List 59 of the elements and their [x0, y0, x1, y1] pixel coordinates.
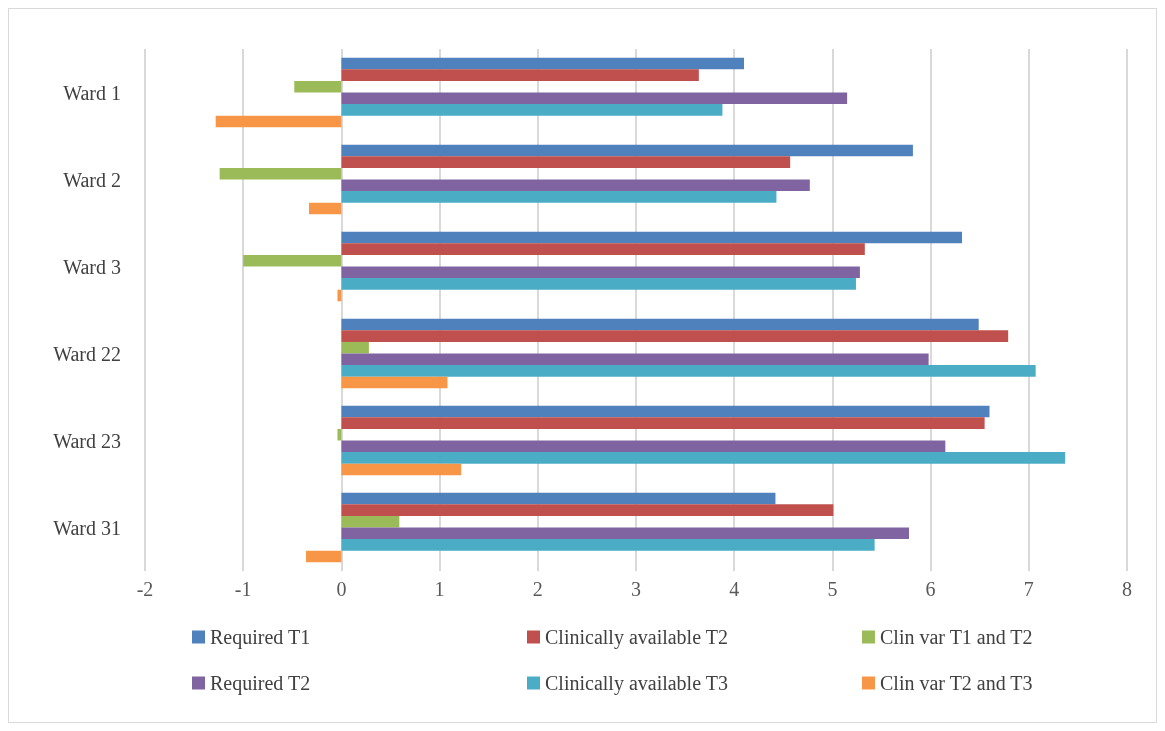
legend-label: Clin var T2 and T3 — [880, 672, 1033, 694]
y-tick-label: Ward 2 — [63, 168, 121, 191]
bar — [341, 515, 400, 528]
bar — [341, 69, 699, 81]
x-tick-label: 4 — [729, 578, 740, 600]
y-tick-label: Ward 3 — [63, 255, 121, 278]
bar — [341, 440, 946, 453]
x-tick-label: -1 — [234, 578, 252, 600]
bar — [341, 353, 929, 366]
bar — [243, 254, 342, 267]
bar — [308, 202, 342, 215]
legend-label: Required T2 — [210, 672, 311, 695]
x-tick-label: 2 — [532, 578, 543, 600]
bar — [341, 376, 448, 389]
legend-label: Clinically available T3 — [545, 672, 728, 695]
bar — [341, 365, 1036, 377]
bar — [341, 504, 834, 516]
legend-label: Clin var T1 and T2 — [880, 626, 1033, 648]
bar — [341, 104, 723, 116]
bar — [341, 527, 909, 540]
bar — [215, 115, 342, 128]
bar — [306, 550, 342, 563]
x-tick-label: 8 — [1122, 578, 1132, 600]
y-tick-label: Ward 31 — [53, 516, 121, 539]
legend-label: Required T1 — [210, 626, 311, 649]
bar — [341, 492, 776, 505]
y-tick-label: Ward 1 — [63, 81, 121, 104]
bar — [341, 341, 369, 354]
bar — [341, 452, 1066, 464]
bar — [341, 330, 1009, 342]
bar — [337, 289, 342, 302]
x-tick-label: 3 — [631, 578, 641, 600]
bar — [337, 428, 342, 441]
bar — [341, 57, 745, 70]
x-tick-label: 0 — [336, 578, 347, 600]
bar — [341, 92, 848, 105]
legend-label: Clinically available T2 — [545, 626, 728, 649]
y-tick-label: Ward 22 — [53, 342, 121, 365]
bar — [341, 278, 856, 290]
bar — [341, 266, 860, 279]
bar — [341, 191, 777, 203]
bar — [341, 144, 913, 157]
x-tick-label: 7 — [1023, 578, 1034, 600]
y-tick-label: Ward 23 — [53, 429, 121, 452]
bar — [341, 318, 979, 331]
x-tick-label: -2 — [136, 578, 154, 600]
bar — [341, 539, 875, 551]
x-tick-label: 1 — [434, 578, 445, 600]
x-tick-label: 5 — [827, 578, 838, 600]
bar — [294, 80, 342, 93]
bar — [341, 417, 985, 429]
bar — [341, 243, 865, 255]
bar — [341, 179, 810, 192]
bar — [341, 405, 990, 418]
bar — [341, 231, 963, 244]
x-tick-label: 6 — [925, 578, 936, 600]
bar — [341, 463, 462, 476]
bar — [219, 167, 342, 180]
bar — [341, 156, 791, 168]
